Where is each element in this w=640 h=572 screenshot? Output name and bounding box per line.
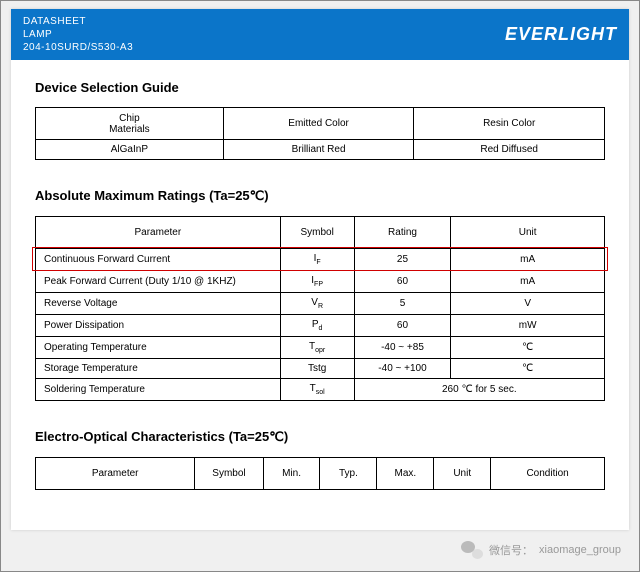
section-abs-max-ratings: Absolute Maximum Ratings (Ta=25℃) Parame… (11, 188, 629, 429)
cell-chip: AlGaInP (36, 140, 224, 160)
col-max: Max. (377, 458, 434, 490)
col-parameter: Parameter (36, 458, 195, 490)
watermark-value: xiaomage_group (539, 544, 621, 556)
table-header-row: Parameter Symbol Min. Typ. Max. Unit Con… (36, 458, 605, 490)
cell-parameter: Power Dissipation (36, 315, 281, 337)
section-device-selection: Device Selection Guide Chip Materials Em… (11, 80, 629, 188)
cell-unit: ℃ (451, 337, 605, 359)
cell-rating: -40 ~ +85 (354, 337, 451, 359)
col-unit: Unit (434, 458, 491, 490)
watermark-label: 微信号： (489, 542, 533, 558)
cell-unit: V (451, 293, 605, 315)
cell-unit: mA (451, 249, 605, 271)
col-chip-materials: Chip Materials (36, 108, 224, 140)
cell-parameter: Reverse Voltage (36, 293, 281, 315)
cell-rating: 25 (354, 249, 451, 271)
cell-parameter: Soldering Temperature (36, 379, 281, 401)
brand-logo: EVERLIGHT (505, 24, 617, 45)
col-resin-color: Resin Color (414, 108, 605, 140)
col-typ: Typ. (320, 458, 377, 490)
cell-unit: mA (451, 271, 605, 293)
cell-symbol: Topr (280, 337, 354, 359)
cell-parameter: Operating Temperature (36, 337, 281, 359)
cell-symbol: Tsol (280, 379, 354, 401)
cell-parameter: Peak Forward Current (Duty 1/10 @ 1KHZ) (36, 271, 281, 293)
header-line2: LAMP (23, 28, 133, 41)
cell-unit: mW (451, 315, 605, 337)
table-row: Storage TemperatureTstg-40 ~ +100℃ (36, 359, 605, 379)
col-emitted-color: Emitted Color (223, 108, 414, 140)
col-rating: Rating (354, 217, 451, 249)
table-row: AlGaInP Brilliant Red Red Diffused (36, 140, 605, 160)
datasheet-page: DATASHEET LAMP 204-10SURD/S530-A3 EVERLI… (11, 9, 629, 530)
wechat-icon (461, 541, 483, 559)
wechat-watermark: 微信号： xiaomage_group (461, 541, 621, 559)
electro-optical-table: Parameter Symbol Min. Typ. Max. Unit Con… (35, 457, 605, 490)
header-text: DATASHEET LAMP 204-10SURD/S530-A3 (23, 15, 133, 54)
cell-parameter: Storage Temperature (36, 359, 281, 379)
header-line1: DATASHEET (23, 15, 133, 28)
cell-symbol: VR (280, 293, 354, 315)
table-row: Reverse VoltageVR5V (36, 293, 605, 315)
cell-rating: -40 ~ +100 (354, 359, 451, 379)
cell-resin: Red Diffused (414, 140, 605, 160)
device-selection-table: Chip Materials Emitted Color Resin Color… (35, 107, 605, 160)
cell-symbol: IF (280, 249, 354, 271)
table-header-row: Chip Materials Emitted Color Resin Color (36, 108, 605, 140)
ratings-table-wrap: Parameter Symbol Rating Unit Continuous … (35, 216, 605, 401)
header-bar: DATASHEET LAMP 204-10SURD/S530-A3 EVERLI… (11, 9, 629, 60)
table-row: Soldering TemperatureTsol260 ℃ for 5 sec… (36, 379, 605, 401)
table-row: Operating TemperatureTopr-40 ~ +85℃ (36, 337, 605, 359)
col-symbol: Symbol (195, 458, 263, 490)
section-electro-optical: Electro-Optical Characteristics (Ta=25℃)… (11, 429, 629, 490)
col-parameter: Parameter (36, 217, 281, 249)
table-row: Peak Forward Current (Duty 1/10 @ 1KHZ)I… (36, 271, 605, 293)
col-unit: Unit (451, 217, 605, 249)
cell-emitted: Brilliant Red (223, 140, 414, 160)
header-partno: 204-10SURD/S530-A3 (23, 41, 133, 54)
cell-rating: 60 (354, 271, 451, 293)
table-row: Continuous Forward CurrentIF25mA (36, 249, 605, 271)
cell-unit: ℃ (451, 359, 605, 379)
cell-symbol: IFP (280, 271, 354, 293)
col-symbol: Symbol (280, 217, 354, 249)
cell-rating-span: 260 ℃ for 5 sec. (354, 379, 604, 401)
table-header-row: Parameter Symbol Rating Unit (36, 217, 605, 249)
table-row: Power DissipationPd60mW (36, 315, 605, 337)
cell-parameter: Continuous Forward Current (36, 249, 281, 271)
cell-symbol: Tstg (280, 359, 354, 379)
section1-title: Device Selection Guide (35, 80, 605, 95)
cell-symbol: Pd (280, 315, 354, 337)
cell-rating: 5 (354, 293, 451, 315)
col-min: Min. (263, 458, 320, 490)
ratings-table: Parameter Symbol Rating Unit Continuous … (35, 216, 605, 401)
section3-title: Electro-Optical Characteristics (Ta=25℃) (35, 429, 605, 445)
section2-title: Absolute Maximum Ratings (Ta=25℃) (35, 188, 605, 204)
col-condition: Condition (491, 458, 605, 490)
cell-rating: 60 (354, 315, 451, 337)
